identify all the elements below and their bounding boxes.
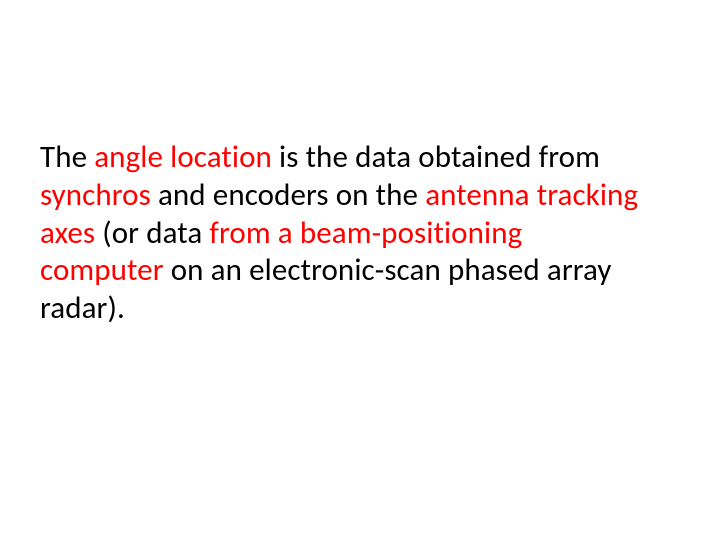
text-segment: The <box>40 138 94 176</box>
text-segment: (or data <box>95 214 209 252</box>
text-segment-highlight: angle location <box>94 138 272 176</box>
text-segment: and encoders on the <box>151 176 425 214</box>
body-paragraph: The angle location is the data obtained … <box>40 139 640 328</box>
text-segment: is the data obtained from <box>272 138 600 176</box>
text-segment-highlight: synchros <box>40 176 151 214</box>
slide: The angle location is the data obtained … <box>0 0 720 540</box>
